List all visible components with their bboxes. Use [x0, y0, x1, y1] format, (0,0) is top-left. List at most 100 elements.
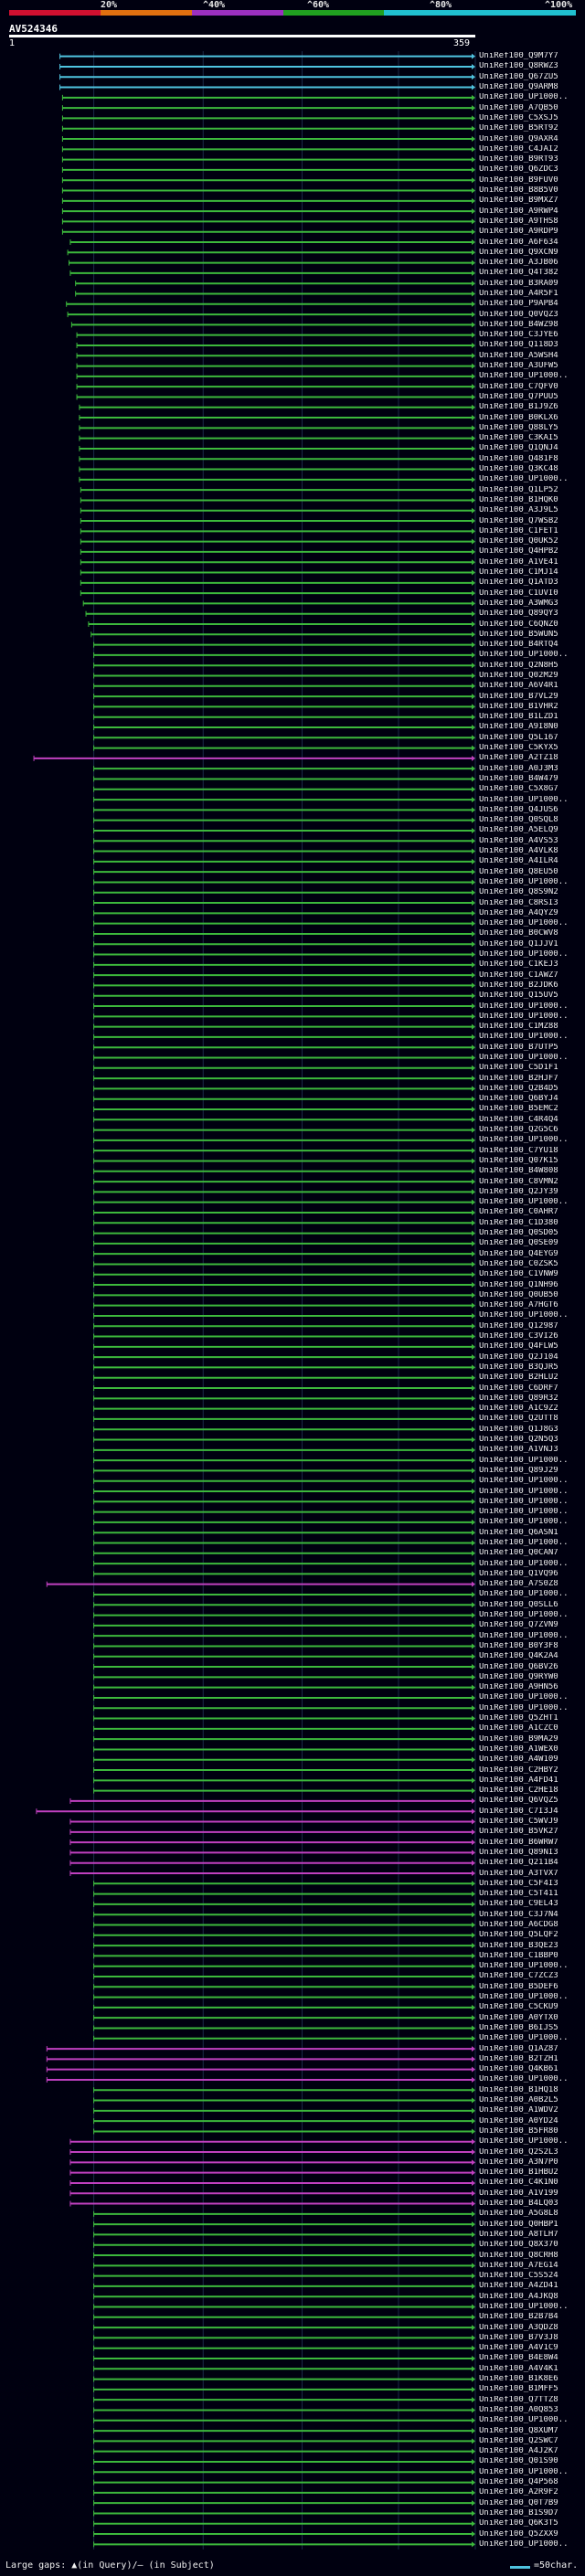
hit-label[interactable]: UniRef100_Q0SLL6 [479, 1600, 558, 1609]
hit-label[interactable]: UniRef100_UP1000.. [479, 1002, 569, 1011]
hit-label[interactable]: UniRef100_A3J9L5 [479, 506, 558, 515]
hit-label[interactable]: UniRef100_B1VHR2 [479, 702, 558, 711]
alignment-hit[interactable] [93, 1086, 475, 1092]
hit-label[interactable]: UniRef100_A1VNJ3 [479, 1446, 558, 1455]
hit-label[interactable]: UniRef100_Q7WSB2 [479, 516, 558, 525]
hit-label[interactable]: UniRef100_Q211B4 [479, 1859, 558, 1868]
hit-label[interactable]: UniRef100_C2HE18 [479, 1786, 558, 1796]
alignment-hit[interactable] [93, 2231, 475, 2238]
alignment-hit[interactable] [93, 2386, 475, 2392]
hit-label[interactable]: UniRef100_B5EMC2 [479, 1105, 558, 1114]
alignment-hit[interactable] [69, 260, 475, 266]
alignment-hit[interactable] [76, 363, 475, 369]
alignment-hit[interactable] [93, 652, 475, 658]
hit-label[interactable]: UniRef100_Q4P568 [479, 2478, 558, 2487]
hit-label[interactable]: UniRef100_C5XSJ5 [479, 113, 558, 122]
hit-label[interactable]: UniRef100_A7QB50 [479, 103, 558, 112]
hit-label[interactable]: UniRef100_C3VI26 [479, 1332, 558, 1341]
alignment-hit[interactable] [93, 724, 475, 730]
alignment-hit[interactable] [93, 1179, 475, 1185]
hit-label[interactable]: UniRef100_A5WSH4 [479, 351, 558, 360]
alignment-hit[interactable] [67, 249, 475, 256]
alignment-hit[interactable] [93, 1643, 475, 1649]
hit-label[interactable]: UniRef100_A4FD41 [479, 1776, 558, 1785]
alignment-hit[interactable] [93, 1891, 475, 1897]
alignment-hit[interactable] [69, 1818, 475, 1825]
alignment-hit[interactable] [93, 1333, 475, 1340]
alignment-hit[interactable] [93, 2128, 475, 2135]
hit-label[interactable]: UniRef100_Q0SD05 [479, 1229, 558, 1238]
hit-label[interactable]: UniRef100_UP1000.. [479, 1559, 569, 1568]
hit-label[interactable]: UniRef100_UP1000.. [479, 1703, 569, 1712]
alignment-hit[interactable] [93, 920, 475, 927]
alignment-hit[interactable] [93, 1044, 475, 1051]
alignment-hit[interactable] [93, 2097, 475, 2104]
alignment-hit[interactable] [80, 559, 475, 566]
hit-label[interactable]: UniRef100_A6F634 [479, 238, 558, 247]
alignment-hit[interactable] [75, 291, 475, 297]
alignment-hit[interactable] [93, 2118, 475, 2125]
alignment-hit[interactable] [79, 425, 475, 431]
alignment-hit[interactable] [93, 797, 475, 803]
hit-label[interactable]: UniRef100_B1LZD1 [479, 713, 558, 722]
alignment-hit[interactable] [93, 1994, 475, 2000]
alignment-hit[interactable] [69, 2149, 475, 2156]
hit-label[interactable]: UniRef100_B3QJR5 [479, 1362, 558, 1372]
alignment-hit[interactable] [61, 218, 475, 225]
hit-label[interactable]: UniRef100_UP1000.. [479, 1508, 569, 1517]
hit-label[interactable]: UniRef100_C8VMN2 [479, 1177, 558, 1186]
hit-label[interactable]: UniRef100_A2R9F2 [479, 2488, 558, 2497]
hit-label[interactable]: UniRef100_A0Q853 [479, 2405, 558, 2414]
alignment-hit[interactable] [93, 858, 475, 864]
hit-label[interactable]: UniRef100_UP1000.. [479, 2137, 569, 2147]
alignment-hit[interactable] [69, 1797, 475, 1804]
alignment-hit[interactable] [61, 94, 475, 101]
hit-label[interactable]: UniRef100_A2TZ18 [479, 754, 558, 763]
alignment-hit[interactable] [93, 1622, 475, 1628]
hit-label[interactable]: UniRef100_Q2SWC7 [479, 2436, 558, 2445]
hit-label[interactable]: UniRef100_Q3KC48 [479, 465, 558, 474]
alignment-hit[interactable] [93, 2458, 475, 2465]
hit-label[interactable]: UniRef100_B4LQ03 [479, 2200, 558, 2209]
alignment-hit[interactable] [93, 745, 475, 751]
hit-label[interactable]: UniRef100_UP1000.. [479, 1518, 569, 1527]
alignment-hit[interactable] [93, 1251, 475, 1257]
hit-label[interactable]: UniRef100_UP1000.. [479, 2467, 569, 2476]
hit-label[interactable]: UniRef100_Q6BV26 [479, 1662, 558, 1671]
alignment-hit[interactable] [93, 2479, 475, 2486]
alignment-hit[interactable] [93, 1117, 475, 1123]
alignment-hit[interactable] [80, 487, 475, 493]
hit-label[interactable]: UniRef100_Q9XCN9 [479, 248, 558, 257]
alignment-hit[interactable] [93, 1065, 475, 1071]
alignment-hit[interactable] [93, 2428, 475, 2434]
hit-label[interactable]: UniRef100_UP1000.. [479, 1611, 569, 1620]
alignment-hit[interactable] [93, 1478, 475, 1484]
hit-label[interactable]: UniRef100_B2HLU2 [479, 1373, 558, 1383]
hit-label[interactable]: UniRef100_A4ZD41 [479, 2282, 558, 2291]
hit-label[interactable]: UniRef100_A9HN56 [479, 1683, 558, 1692]
alignment-hit[interactable] [93, 1076, 475, 1082]
alignment-hit[interactable] [93, 1127, 475, 1133]
alignment-hit[interactable] [76, 394, 475, 400]
hit-label[interactable]: UniRef100_UP1000.. [479, 1456, 569, 1465]
alignment-hit[interactable] [93, 1343, 475, 1350]
hit-label[interactable]: UniRef100_C1UVI0 [479, 588, 558, 598]
alignment-hit[interactable] [46, 2056, 475, 2062]
alignment-hit[interactable] [93, 1405, 475, 1412]
alignment-hit[interactable] [93, 1312, 475, 1319]
alignment-hit[interactable] [80, 518, 475, 525]
hit-label[interactable]: UniRef100_C3JYE6 [479, 331, 558, 340]
alignment-hit[interactable] [93, 2004, 475, 2010]
alignment-hit[interactable] [79, 466, 475, 472]
alignment-hit[interactable] [93, 1787, 475, 1794]
hit-label[interactable]: UniRef100_C1BBP0 [479, 1951, 558, 1960]
hit-label[interactable]: UniRef100_A4JKQ8 [479, 2292, 558, 2301]
hit-label[interactable]: UniRef100_Q2S2L3 [479, 2147, 558, 2157]
hit-label[interactable]: UniRef100_UP1000.. [479, 651, 569, 660]
alignment-hit[interactable] [93, 992, 475, 999]
alignment-hit[interactable] [36, 1808, 475, 1815]
hit-label[interactable]: UniRef100_UP1000.. [479, 919, 569, 928]
hit-label[interactable]: UniRef100_B2TZH1 [479, 2054, 558, 2063]
hit-label[interactable]: UniRef100_Q4K2A4 [479, 1652, 558, 1661]
alignment-hit[interactable] [93, 2221, 475, 2228]
